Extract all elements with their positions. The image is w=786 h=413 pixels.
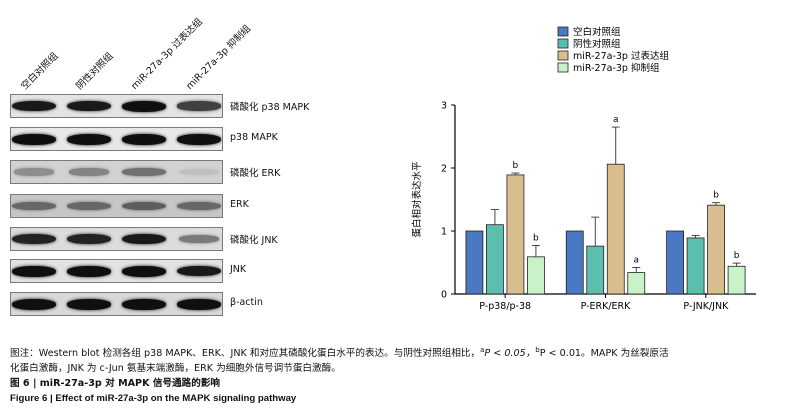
blot-row — [10, 227, 223, 251]
lane-label-1: 空白对照组 — [19, 50, 61, 92]
blot-row — [10, 292, 223, 316]
bar — [686, 237, 705, 295]
legend-label: 阴性对照组 — [573, 38, 621, 50]
x-tick-label: P-p38/p-38 — [479, 301, 531, 312]
significance-label: b — [513, 161, 519, 171]
legend-label: 空白对照组 — [573, 26, 621, 38]
blot-band — [122, 133, 166, 145]
figure-title-cn: 图 6 | miR-27a-3p 对 MAPK 信号通路的影响 — [10, 378, 221, 390]
caption-text-1: 图注：Western blot 检测各组 p38 MAPK、ERK、JNK 和对… — [10, 348, 481, 360]
blot-band — [67, 298, 111, 310]
bar — [565, 230, 584, 295]
blot-row — [10, 94, 223, 118]
legend-swatch — [557, 50, 569, 61]
lane-label-2: 阴性对照组 — [74, 50, 116, 92]
blot-band — [67, 201, 111, 211]
bar — [586, 245, 605, 295]
figure-caption: 图注：Western blot 检测各组 p38 MAPK、ERK、JNK 和对… — [10, 343, 780, 406]
legend-swatch — [557, 62, 569, 73]
caption-p-a: P < 0.05， — [484, 348, 536, 360]
caption-line-2: 化蛋白激酶，JNK 为 c-Jun 氨基末端激酶，ERK 为细胞外信号调节蛋白激… — [10, 363, 341, 375]
significance-label: a — [633, 256, 639, 266]
legend-label: miR-27a-3p 过表达组 — [573, 50, 669, 62]
blot-row-label: 磷酸化 ERK — [230, 168, 281, 179]
blot-band — [12, 133, 56, 145]
blot-band — [122, 265, 166, 277]
blot-band — [67, 265, 111, 277]
blot-band — [177, 101, 221, 111]
blot-row-label: JNK — [230, 264, 247, 275]
bar — [606, 163, 625, 295]
blot-band — [177, 133, 221, 145]
significance-label: b — [713, 191, 719, 201]
blot-row-label: 磷酸化 p38 MAPK — [230, 102, 310, 113]
blot-band — [179, 169, 219, 175]
blot-band — [122, 298, 166, 310]
blot-band — [14, 168, 54, 176]
y-tick-label: 0 — [441, 290, 447, 301]
y-tick-label: 3 — [441, 101, 447, 112]
y-axis-label: 蛋白相对表达水平 — [411, 161, 423, 238]
blot-band — [12, 298, 56, 310]
superscript-b: b — [535, 346, 540, 354]
legend-label: miR-27a-3p 抑制组 — [573, 62, 660, 74]
blot-row — [10, 127, 223, 151]
y-tick-label: 2 — [441, 164, 447, 175]
caption-p-b: P < 0.01。MAPK 为丝裂原活 — [539, 348, 669, 360]
bar — [465, 230, 484, 295]
figure-title-en: Figure 6 | Effect of miR-27a-3p on the M… — [10, 393, 297, 405]
blot-row-label: β-actin — [230, 297, 263, 308]
blot-band — [177, 201, 221, 211]
blot-band — [177, 265, 221, 277]
superscript-a: a — [480, 346, 485, 354]
blot-band — [12, 201, 56, 211]
blot-row-label: 磷酸化 JNK — [230, 235, 278, 246]
blot-band — [179, 235, 219, 243]
significance-label: a — [613, 115, 619, 125]
bar — [506, 174, 525, 295]
blot-band — [12, 265, 56, 277]
significance-label: b — [734, 251, 740, 261]
blot-row-label: p38 MAPK — [230, 132, 278, 143]
blot-band — [67, 100, 111, 112]
bar — [707, 204, 725, 295]
blot-row — [10, 160, 223, 184]
legend-swatch — [557, 26, 569, 37]
x-tick-label: P-JNK/JNK — [683, 301, 729, 312]
significance-label: b — [533, 233, 539, 243]
bar — [486, 224, 504, 295]
blot-band — [12, 233, 56, 245]
blot-band — [122, 100, 166, 112]
caption-line-1: 图注：Western blot 检测各组 p38 MAPK、ERK、JNK 和对… — [10, 343, 780, 361]
x-tick-label: P-ERK/ERK — [581, 301, 632, 312]
blot-band — [122, 168, 166, 176]
blot-row — [10, 194, 223, 218]
blot-band — [67, 233, 111, 245]
bar — [627, 272, 646, 295]
bar — [727, 265, 746, 295]
blot-row-label: ERK — [230, 199, 249, 210]
blot-band — [122, 233, 166, 245]
blot-row — [10, 259, 223, 283]
blot-band — [12, 100, 56, 112]
legend-swatch — [557, 38, 569, 49]
blot-band — [177, 298, 221, 310]
blot-band — [67, 133, 111, 145]
bar — [527, 256, 545, 295]
blot-band — [122, 201, 166, 211]
bar — [666, 230, 684, 295]
blot-band — [69, 168, 109, 176]
y-tick-label: 1 — [441, 227, 447, 238]
